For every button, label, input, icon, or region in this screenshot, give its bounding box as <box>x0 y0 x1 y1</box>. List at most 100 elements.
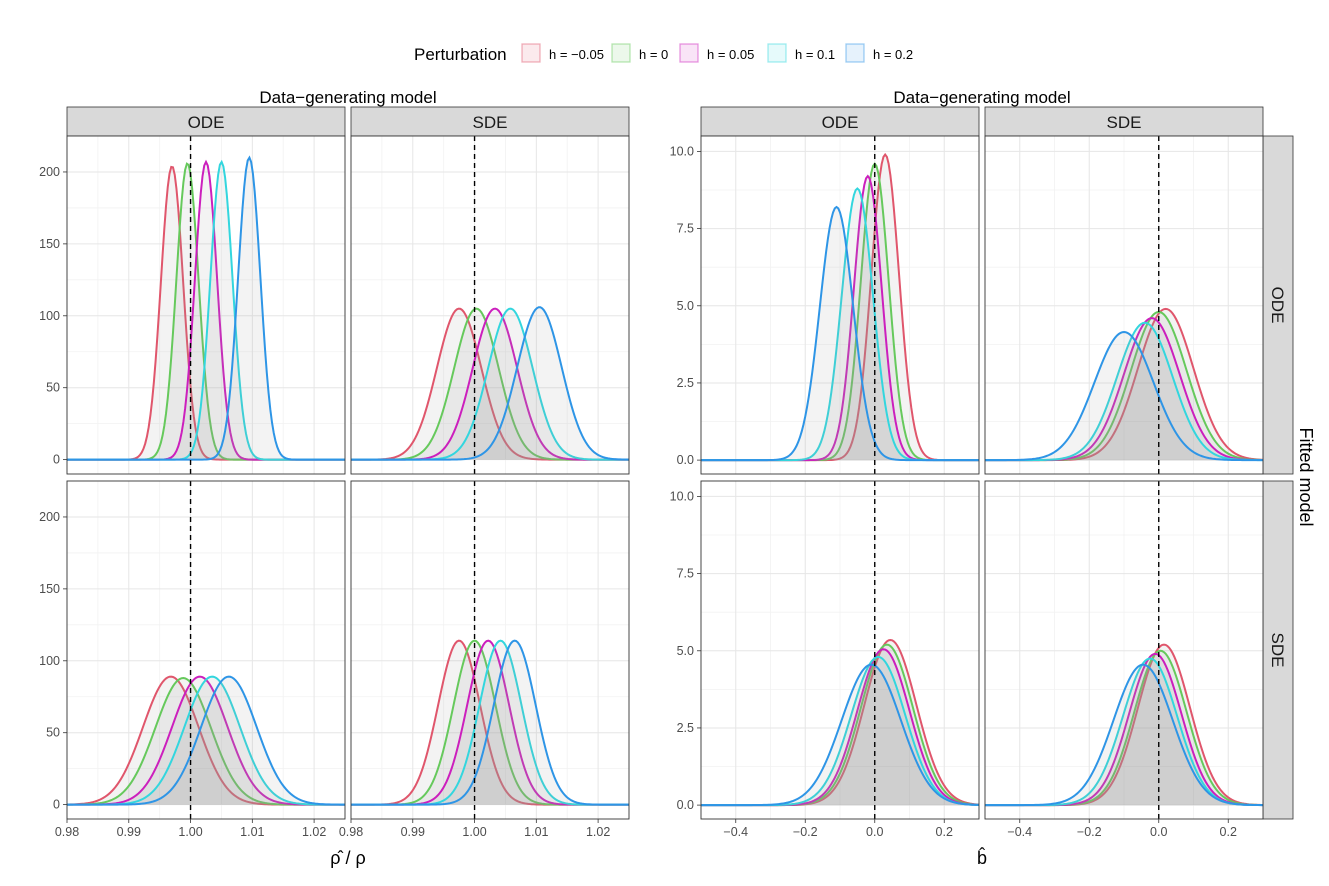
left-panel-ode-fit-sde-area-h-0-2 <box>67 676 345 805</box>
right-panel-sde-fit-sde-area-h-0-1 <box>985 658 1263 806</box>
strip-right-ode-label: ODE <box>822 113 859 132</box>
right-panel-ode-fit-sde-y-tick-label: 10.0 <box>670 489 694 503</box>
left-panel-ode-fit-ode-area-h-0-1 <box>67 161 345 460</box>
right-panel-sde-fit-sde-area-h-0-05 <box>985 653 1263 806</box>
left-panel-sde-fit-ode-area-h-0-1 <box>351 308 629 460</box>
right-panel-sde-fit-sde: −0.4 −0.2 0.0 0.2 <box>984 480 1264 839</box>
left-panel-sde-fit-sde-x-tick-label: 0.99 <box>401 825 425 839</box>
strip-row-ode <box>1262 135 1294 475</box>
right-panel-ode-fit-ode-y-tick-label: 0.0 <box>677 453 694 467</box>
right-panel-ode-fit-ode-area-h-0-2 <box>701 207 979 461</box>
left-panel-sde-fit-ode-border <box>350 135 630 475</box>
left-panel-sde-fit-sde-line-h-0-2 <box>351 639 629 806</box>
left-panel-ode-fit-ode-area-h-0-05 <box>67 161 345 460</box>
right-panel-ode-fit-sde-x-tick-label: −0.4 <box>723 825 748 839</box>
legend-label-h-0-2: h = 0.2 <box>873 47 913 62</box>
left-panel-ode-fit-ode-y-tick-label: 50 <box>46 381 60 395</box>
row-facet-title: Fitted model <box>1296 427 1316 526</box>
right-panel-sde-fit-sde-line-h-0-2 <box>985 663 1264 807</box>
right-panel-sde-fit-ode-area-h-0-2 <box>985 332 1263 461</box>
left-panel-sde-fit-sde-x-tick-label: 1.00 <box>462 825 486 839</box>
left-panel-ode-fit-ode-y-tick-label: 200 <box>39 165 60 179</box>
left-panel-ode-fit-sde-x-tick-label: 1.02 <box>302 825 326 839</box>
strip-left-sde <box>350 106 630 137</box>
legend-key-h-0 <box>611 43 631 63</box>
left-panel-ode-fit-ode-line-h-0-2 <box>67 155 345 461</box>
right-panel-sde-fit-ode <box>984 135 1264 475</box>
right-super-title: Data−generating model <box>893 88 1070 107</box>
left-panel-sde-fit-ode-line-h-0-2 <box>351 306 630 461</box>
right-panel-ode-fit-ode-line-h-0-2 <box>701 205 979 462</box>
right-panel-ode-fit-sde: 0.0 2.5 5.0 7.5 10.0 −0.4 −0.2 0.0 0.2 <box>670 480 980 839</box>
legend-key-h-0-05 <box>679 43 699 63</box>
right-panel-sde-fit-ode-border <box>984 135 1264 475</box>
right-panel-ode-fit-ode: 0.0 2.5 5.0 7.5 10.0 <box>670 135 980 475</box>
right-panel-ode-fit-sde-line-h-0-2 <box>701 663 980 807</box>
strip-row-ode-label: ODE <box>1268 287 1287 324</box>
left-panel-ode-fit-sde-x-tick-label: 1.00 <box>178 825 202 839</box>
left-panel-ode-fit-sde-y-tick-label: 200 <box>39 510 60 524</box>
left-panel-sde-fit-ode-area-h-0 <box>351 308 629 460</box>
right-panel-ode-fit-sde-x-tick-label: −0.2 <box>793 825 818 839</box>
strip-right-sde-label: SDE <box>1107 113 1142 132</box>
right-panel-ode-fit-sde-x-tick-label: 0.0 <box>866 825 883 839</box>
strip-left-sde-label: SDE <box>473 113 508 132</box>
strip-row-sde <box>1262 480 1294 820</box>
left-column-strips: ODE SDE <box>66 106 630 137</box>
left-panel-sde-fit-sde-x-tick-label: 0.98 <box>339 825 363 839</box>
left-x-axis-title: ρ̂ / ρ <box>330 848 365 868</box>
right-panel-sde-fit-sde-area-h-0-2 <box>985 664 1263 806</box>
left-panel-sde-fit-sde-border <box>350 480 630 820</box>
left-panel-ode-fit-sde-y-tick-label: 0 <box>53 798 60 812</box>
right-panel-ode-fit-sde-y-tick-label: 7.5 <box>677 567 694 581</box>
right-panel-ode-fit-sde-y-tick-label: 5.0 <box>677 644 694 658</box>
right-panel-ode-fit-sde-y-tick-label: 0.0 <box>677 798 694 812</box>
right-panel-ode-fit-ode-y-tick-label: 10.0 <box>670 144 694 158</box>
right-panel-ode-fit-ode-area-h-0-1 <box>701 188 979 461</box>
left-panel-ode-fit-sde-area-h-0 <box>67 678 345 805</box>
left-panel-sde-fit-ode-area-h-0-2 <box>351 307 629 460</box>
legend: Perturbation h = −0.05 h = 0 h = 0.05 h = 0… <box>414 43 913 64</box>
left-panel-ode-fit-ode-border <box>66 135 346 475</box>
left-panel-sde-fit-sde-area-h-neg0-05 <box>351 640 629 805</box>
left-panel-ode-fit-ode-background <box>67 136 345 474</box>
legend-title: Perturbation <box>414 45 507 64</box>
left-panel-ode-fit-sde-x-tick-label: 0.98 <box>55 825 79 839</box>
right-panel-sde-fit-ode-area-h-0 <box>985 311 1263 461</box>
right-panel-sde-fit-sde-border <box>984 480 1264 820</box>
left-panel-ode-fit-ode: 0 50 100 150 200 <box>39 135 346 475</box>
legend-label-h-0-1: h = 0.1 <box>795 47 835 62</box>
legend-key-h-0-1 <box>767 43 787 63</box>
left-panel-ode-fit-sde-background <box>67 481 345 819</box>
right-panel-ode-fit-ode-y-tick-label: 2.5 <box>677 376 694 390</box>
left-panel-ode-fit-sde-area-h-0-05 <box>67 676 345 805</box>
right-panel-sde-fit-ode-line-h-0-2 <box>985 331 1263 462</box>
strip-right-sde <box>984 106 1264 137</box>
left-panel-ode-fit-sde-y-tick-label: 100 <box>39 654 60 668</box>
legend-label-h-0-05: h = 0.05 <box>707 47 754 62</box>
left-panel-sde-fit-ode-area-h-0-05 <box>351 308 629 460</box>
right-panel-sde-fit-ode-area-h-neg0-05 <box>985 308 1263 461</box>
right-panel-sde-fit-sde-x-tick-label: −0.2 <box>1077 825 1102 839</box>
right-column-strips: ODE SDE <box>700 106 1264 137</box>
left-figure-panels: 0 50 100 150 200 0 50 100 150 200 0.98 0.99 1.00 1.01… <box>39 135 630 839</box>
right-panel-ode-fit-ode-y-tick-label: 5.0 <box>677 299 694 313</box>
left-panel-sde-fit-sde-background <box>351 481 629 819</box>
left-panel-ode-fit-sde-x-tick-label: 1.01 <box>240 825 264 839</box>
left-panel-ode-fit-sde-line-h-0-2 <box>67 675 346 806</box>
right-x-axis-title: b̂ <box>977 847 987 868</box>
left-panel-ode-fit-ode-area-h-0 <box>67 163 345 460</box>
strip-row-sde-label: SDE <box>1268 633 1287 668</box>
right-panel-ode-fit-sde-area-h-0-2 <box>701 664 979 806</box>
right-panel-ode-fit-sde-area-h-0-1 <box>701 656 979 806</box>
strip-left-ode-label: ODE <box>188 113 225 132</box>
left-panel-ode-fit-sde-border <box>66 480 346 820</box>
right-figure-panels: 0.0 2.5 5.0 7.5 10.0 0.0 2.5 5.0 7.5 10.0 −0.4 −0.2… <box>670 135 1264 839</box>
right-panel-ode-fit-sde-area-h-0-05 <box>701 649 979 806</box>
left-panel-sde-fit-sde-x-tick-label: 1.02 <box>586 825 610 839</box>
right-panel-sde-fit-ode-area-h-0-05 <box>985 318 1263 461</box>
right-panel-ode-fit-sde-x-tick-label: 0.2 <box>936 825 953 839</box>
strip-left-ode <box>66 106 346 137</box>
left-panel-sde-fit-ode-background <box>351 136 629 474</box>
right-panel-sde-fit-sde-x-tick-label: −0.4 <box>1007 825 1032 839</box>
